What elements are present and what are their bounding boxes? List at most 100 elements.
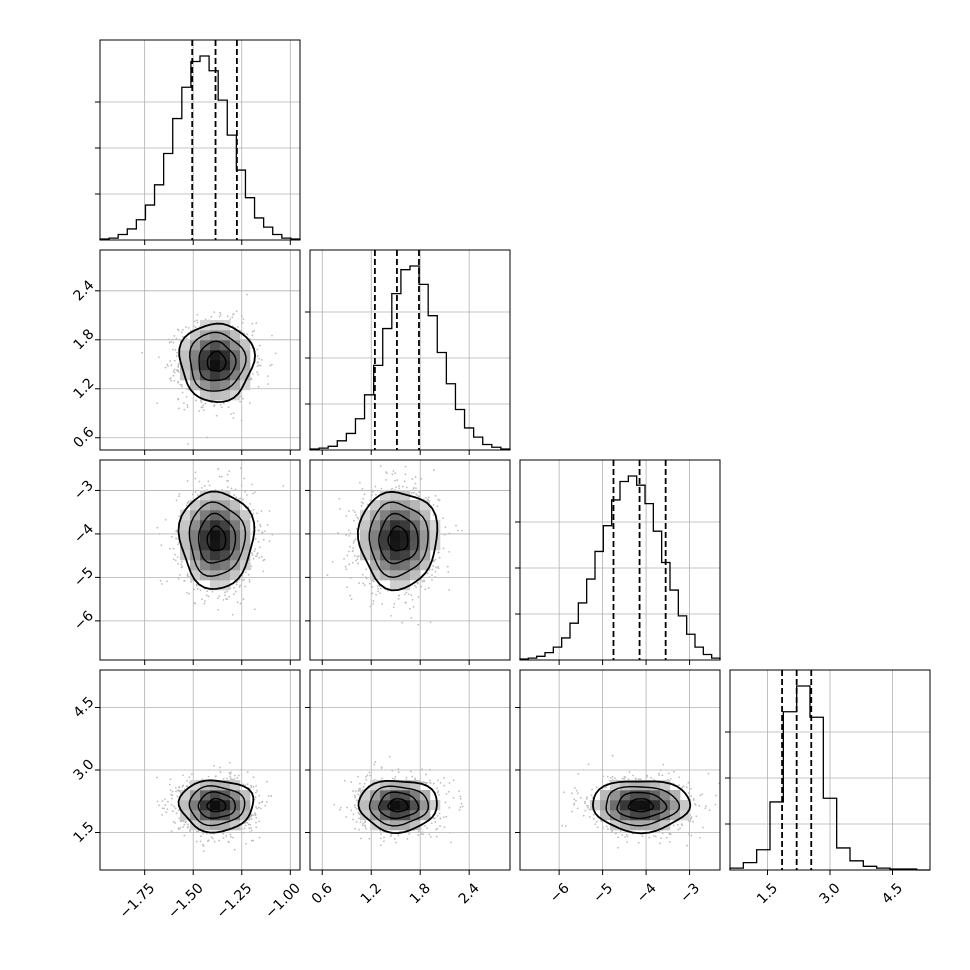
sample-point bbox=[659, 769, 662, 772]
sample-point bbox=[169, 789, 172, 791]
density-cell bbox=[390, 780, 401, 791]
sample-point bbox=[252, 557, 255, 560]
sample-point bbox=[243, 477, 246, 480]
density-cell bbox=[240, 550, 251, 561]
density-cell bbox=[230, 570, 241, 581]
sample-point bbox=[240, 484, 243, 487]
density-cell bbox=[190, 560, 201, 571]
sample-point bbox=[365, 827, 367, 830]
density-cell bbox=[190, 790, 201, 801]
sample-point bbox=[175, 529, 178, 532]
sample-point bbox=[252, 785, 255, 788]
sample-point bbox=[192, 325, 195, 327]
sample-point bbox=[262, 538, 265, 541]
sample-point bbox=[167, 365, 169, 367]
sample-point bbox=[194, 477, 197, 480]
sample-point bbox=[181, 561, 183, 563]
sample-point bbox=[348, 535, 351, 537]
sample-point bbox=[363, 782, 366, 785]
sample-point bbox=[660, 837, 662, 840]
sample-point bbox=[669, 777, 672, 780]
sample-point bbox=[187, 501, 190, 504]
density-cell bbox=[410, 510, 421, 521]
sample-point bbox=[251, 334, 254, 337]
density-cell bbox=[230, 780, 241, 791]
sample-point bbox=[429, 836, 432, 838]
sample-point bbox=[173, 371, 176, 374]
density-cell bbox=[400, 540, 411, 551]
sample-point bbox=[439, 825, 441, 827]
sample-point bbox=[185, 395, 188, 398]
sample-point bbox=[383, 836, 385, 839]
sample-point bbox=[606, 775, 609, 778]
sample-point bbox=[243, 585, 246, 588]
sample-point bbox=[448, 532, 451, 535]
sample-point bbox=[256, 365, 259, 368]
sample-point bbox=[355, 559, 357, 562]
sample-point bbox=[420, 833, 423, 835]
sample-point bbox=[213, 404, 216, 406]
density-cell bbox=[370, 530, 381, 541]
sample-point bbox=[397, 598, 400, 600]
y-tick-label: −4 bbox=[71, 521, 97, 547]
sample-point bbox=[353, 794, 356, 797]
sample-point bbox=[160, 583, 163, 585]
sample-point bbox=[704, 807, 707, 810]
sample-point bbox=[225, 777, 228, 780]
histogram-steps bbox=[309, 265, 511, 450]
density-cell bbox=[180, 520, 191, 531]
sample-point bbox=[227, 479, 230, 482]
sample-point bbox=[218, 839, 221, 842]
sample-point bbox=[366, 774, 369, 777]
sample-point bbox=[171, 348, 174, 351]
sample-point bbox=[678, 784, 680, 786]
sample-point bbox=[253, 550, 256, 552]
sample-point bbox=[172, 341, 175, 344]
sample-point bbox=[241, 828, 243, 830]
sample-point bbox=[352, 547, 355, 550]
sample-point bbox=[175, 790, 177, 793]
sample-point bbox=[156, 526, 159, 529]
sample-point bbox=[169, 778, 172, 781]
density-cell bbox=[370, 780, 381, 791]
sample-point bbox=[173, 368, 176, 371]
sample-point bbox=[182, 774, 184, 777]
sample-point bbox=[257, 385, 260, 388]
sample-point bbox=[240, 330, 243, 332]
density-cell bbox=[390, 560, 401, 571]
sample-point bbox=[609, 777, 612, 779]
sample-point bbox=[244, 784, 247, 787]
sample-point bbox=[413, 584, 416, 587]
sample-point bbox=[347, 529, 350, 532]
sample-point bbox=[369, 605, 372, 608]
sample-point bbox=[679, 827, 681, 830]
sample-point bbox=[429, 621, 432, 624]
sample-point bbox=[258, 820, 260, 823]
contour-line bbox=[627, 798, 655, 813]
sample-point bbox=[576, 807, 579, 810]
sample-point bbox=[398, 594, 400, 597]
sample-point bbox=[239, 584, 241, 587]
sample-point bbox=[428, 576, 431, 579]
contour-line bbox=[387, 798, 409, 813]
sample-point bbox=[364, 825, 367, 828]
sample-point bbox=[168, 341, 171, 344]
contour-line bbox=[387, 525, 409, 552]
sample-point bbox=[240, 467, 242, 470]
sample-point bbox=[585, 796, 588, 799]
sample-point bbox=[254, 548, 257, 550]
sample-point bbox=[405, 591, 408, 594]
sample-point bbox=[174, 786, 177, 789]
sample-point bbox=[436, 791, 439, 794]
sample-point bbox=[246, 821, 249, 824]
sample-point bbox=[613, 777, 616, 780]
sample-point bbox=[587, 763, 590, 766]
sample-point bbox=[374, 493, 377, 496]
density-cell bbox=[190, 820, 201, 831]
x-tick-label: −1.75 bbox=[117, 880, 159, 922]
density-cell bbox=[200, 550, 211, 561]
density-cell bbox=[200, 780, 211, 791]
density-cell bbox=[620, 820, 631, 831]
density-cell bbox=[210, 330, 221, 341]
sample-point bbox=[202, 404, 205, 407]
